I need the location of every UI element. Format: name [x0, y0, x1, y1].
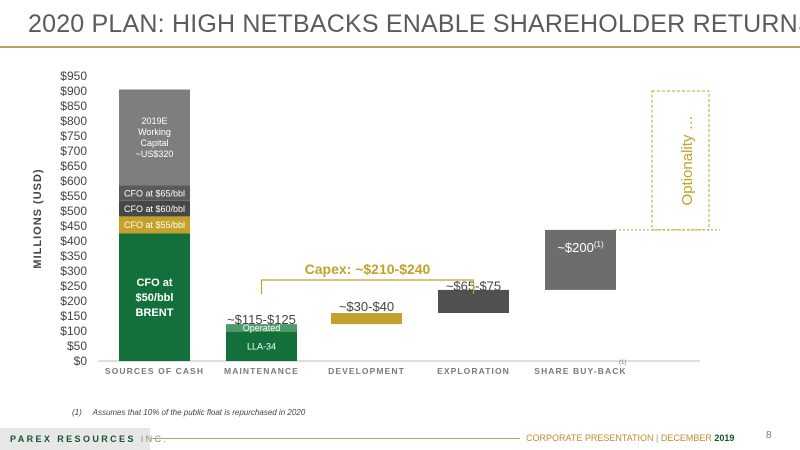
bar-segment: [119, 216, 190, 234]
bar-segment: [119, 200, 190, 217]
x-tick-label: EXPLORATION: [437, 366, 510, 376]
segment-label: Working: [138, 127, 171, 137]
presentation-year: 2019: [714, 433, 735, 443]
page-number: 8: [766, 430, 772, 441]
y-tick-label: $800: [60, 114, 87, 128]
y-tick-label: $700: [60, 144, 87, 158]
y-tick-label: $450: [60, 219, 87, 233]
y-tick-label: $500: [60, 204, 87, 218]
y-tick-label: $350: [60, 249, 87, 263]
segment-label: Capital: [140, 138, 168, 148]
y-tick-label: $0: [74, 354, 88, 368]
capex-label: Capex: ~$210-$240: [305, 261, 431, 277]
y-tick-label: $950: [60, 69, 87, 83]
segment-label: CFO at $60/bbl: [124, 204, 185, 214]
y-tick-label: $250: [60, 279, 87, 293]
value-label: ~$30-$40: [339, 299, 394, 314]
footer-separator: |: [653, 433, 661, 443]
segment-label: CFO at $65/bbl: [124, 188, 185, 198]
page-title: 2020 PLAN: HIGH NETBACKS ENABLE SHAREHOL…: [28, 10, 800, 38]
capex-bracket: [260, 279, 475, 294]
company-name: PAREX RESOURCES INC.: [10, 434, 168, 444]
y-tick-label: $600: [60, 174, 87, 188]
y-tick-label: $900: [60, 84, 87, 98]
segment-label: LLA-34: [247, 341, 276, 351]
y-tick-label: $400: [60, 234, 87, 248]
bar-segment: [119, 233, 190, 361]
bar-chart: MILLIONS (USD)$0$50$100$150$200$250$300$…: [32, 69, 720, 376]
footer-brand-band: [0, 428, 150, 450]
bar-segment: [438, 289, 509, 313]
presentation-name: CORPORATE PRESENTATION: [526, 433, 654, 443]
value-label-superscript: (1): [594, 240, 604, 249]
x-tick-label: MAINTENANCE: [224, 366, 299, 376]
segment-label: CFO at: [136, 277, 172, 289]
company-suffix: INC.: [135, 434, 169, 444]
footer-presentation-info: CORPORATE PRESENTATION | DECEMBER 2019: [526, 433, 734, 443]
y-tick-label: $200: [60, 294, 87, 308]
segment-label: CFO at $55/bbl: [124, 220, 185, 230]
y-tick-label: $50: [67, 339, 87, 353]
footnote: (1) Assumes that 10% of the public float…: [72, 408, 305, 417]
y-tick-label: $550: [60, 189, 87, 203]
y-tick-label: $650: [60, 159, 87, 173]
segment-label: ~US$320: [136, 149, 174, 159]
bar-segment: [331, 313, 402, 325]
y-tick-label: $100: [60, 324, 87, 338]
footnote-marker: (1): [72, 408, 82, 417]
x-tick-label: SOURCES OF CASH: [105, 366, 204, 376]
footnote-text: Assumes that 10% of the public float is …: [92, 408, 306, 417]
segment-label: 2019E: [141, 116, 167, 126]
y-tick-label: $850: [60, 99, 87, 113]
bar-segment: [545, 229, 616, 290]
presentation-month: DECEMBER: [660, 433, 715, 443]
segment-label: BRENT: [136, 307, 174, 319]
optionality-box: [651, 90, 710, 231]
bar-segment: [119, 89, 190, 186]
optionality-label: Optionality …: [679, 115, 696, 205]
x-tick-superscript: (1): [619, 360, 626, 366]
bar-segment: [119, 185, 190, 201]
y-tick-label: $750: [60, 129, 87, 143]
y-tick-label: $300: [60, 264, 87, 278]
segment-label: $50/bbl: [136, 292, 174, 304]
x-tick-label: DEVELOPMENT: [328, 366, 405, 376]
title-divider: [0, 46, 800, 48]
value-label: ~$115-$125: [227, 312, 296, 327]
segment-label: Operated: [243, 323, 281, 333]
company-brand: PAREX RESOURCES: [10, 434, 136, 444]
y-axis-title: MILLIONS (USD): [32, 168, 44, 268]
x-tick-label: SHARE BUY-BACK: [534, 366, 626, 376]
value-label: ~$200(1): [557, 240, 604, 255]
y-tick-label: $150: [60, 309, 87, 323]
bar-segment: [226, 331, 297, 361]
footer-divider: [150, 438, 520, 439]
bar-segment: [226, 324, 297, 332]
